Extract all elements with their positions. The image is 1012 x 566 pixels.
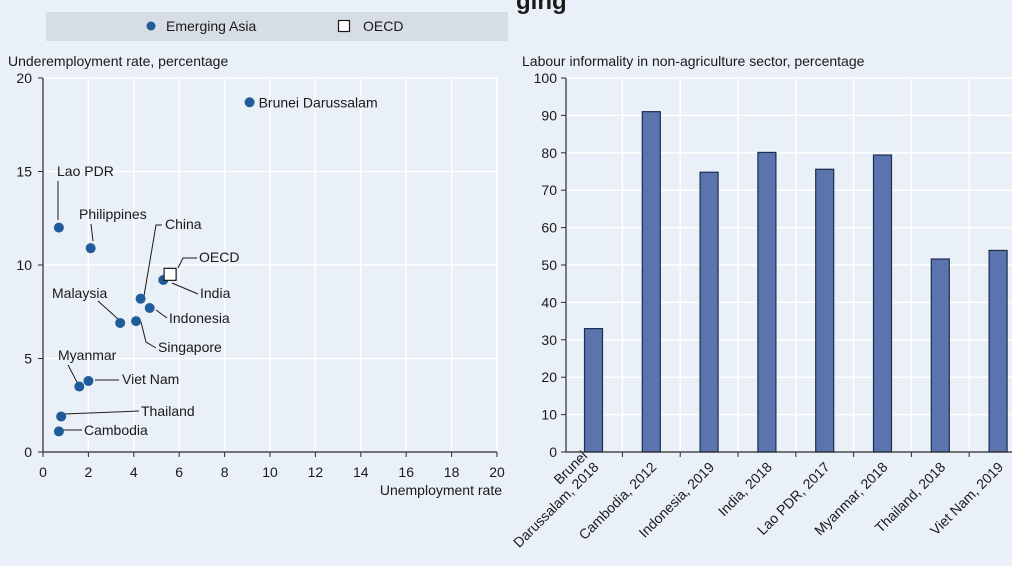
bar-indonesia-2019 — [699, 171, 719, 453]
legend-marker-emerging-asia — [146, 21, 156, 31]
scatter-point-china — [135, 293, 146, 304]
scatter-tick-labels: 0 2 4 6 8 10 12 14 16 18 20 0 5 10 15 20 — [16, 70, 505, 480]
scatter-point-lao-pdr — [53, 222, 64, 233]
scatter-point-label-india: India — [200, 285, 231, 301]
scatter-leader-lines — [57, 181, 199, 431]
scatter-x-tick-label-10: 10 — [262, 464, 278, 480]
scatter-leader-india — [171, 282, 199, 295]
bar-thailand-2018 — [930, 258, 950, 453]
scatter-leader-indonesia — [155, 309, 168, 319]
scatter-leader-philippines — [90, 223, 94, 242]
scatter-points — [53, 97, 255, 437]
bar-axes — [561, 77, 1012, 457]
bar-series — [583, 111, 1008, 453]
scatter-chart: Underemployment rate, percentage 0 2 4 6 8 10… — [8, 53, 505, 498]
scatter-point-philippines — [85, 243, 96, 254]
scatter-point-label-cambodia: Cambodia — [84, 422, 148, 438]
scatter-point-myanmar — [74, 381, 85, 392]
bar-chart: Labour informality in non-agriculture se… — [510, 53, 1012, 550]
scatter-point-label-oecd: OECD — [199, 249, 239, 265]
scatter-x-tick-label-18: 18 — [444, 464, 460, 480]
scatter-x-tick-label-12: 12 — [308, 464, 324, 480]
bar-y-tick-label-70: 70 — [541, 182, 557, 198]
scatter-point-label-brunei-darussalam: Brunei Darussalam — [259, 94, 378, 110]
bar-y-tick-label-50: 50 — [541, 257, 557, 273]
scatter-leader-china — [143, 224, 162, 297]
legend: Emerging Asia OECD — [46, 12, 508, 41]
scatter-gridlines — [43, 77, 498, 452]
bar-y-tick-label-10: 10 — [541, 407, 557, 423]
bar-india-2018 — [757, 151, 777, 453]
legend-label-oecd: OECD — [363, 18, 403, 34]
scatter-point-malaysia — [115, 317, 126, 328]
scatter-x-tick-label-4: 4 — [130, 464, 138, 480]
scatter-x-tick-label-20: 20 — [489, 464, 505, 480]
bar-lao-pdr-2017 — [815, 168, 835, 453]
scatter-y-tick-label-0: 0 — [24, 444, 32, 460]
scatter-point-thailand — [56, 411, 67, 422]
scatter-leader-thailand — [63, 410, 140, 415]
scatter-x-tick-label-6: 6 — [175, 464, 183, 480]
scatter-x-tick-label-8: 8 — [221, 464, 229, 480]
bar-y-tick-label-100: 100 — [534, 70, 558, 86]
scatter-y-tick-label-15: 15 — [16, 164, 32, 180]
bar-y-tick-label-90: 90 — [541, 107, 557, 123]
scatter-leader-oecd — [177, 257, 197, 269]
bar-y-tick-label-60: 60 — [541, 220, 557, 236]
scatter-x-tick-label-0: 0 — [39, 464, 47, 480]
scatter-y-tick-label-5: 5 — [24, 351, 32, 367]
scatter-point-singapore — [131, 316, 142, 327]
bar-y-tick-label-30: 30 — [541, 332, 557, 348]
scatter-point-cambodia — [53, 426, 64, 437]
scatter-leader-malaysia — [97, 300, 119, 320]
legend-box — [46, 12, 508, 41]
scatter-leader-myanmar — [67, 364, 79, 385]
scatter-x-axis-title: Unemployment rate — [380, 482, 502, 498]
bar-viet-nam-2019 — [988, 249, 1008, 453]
scatter-point-viet-nam — [83, 375, 94, 386]
bar-y-tick-label-80: 80 — [541, 145, 557, 161]
scatter-point-label-myanmar: Myanmar — [58, 347, 117, 363]
bar-y-axis-title: Labour informality in non-agriculture se… — [522, 53, 865, 69]
scatter-point-labels: Brunei Darussalam Lao PDR Philippines China… — [52, 94, 378, 438]
scatter-point-label-thailand: Thailand — [141, 403, 195, 419]
bar-cambodia-2012 — [641, 111, 661, 453]
scatter-x-tick-label-14: 14 — [353, 464, 369, 480]
scatter-point-label-indonesia: Indonesia — [169, 310, 230, 326]
bar-y-tick-label-20: 20 — [541, 369, 557, 385]
scatter-point-label-philippines: Philippines — [79, 206, 147, 222]
scatter-x-tick-label-2: 2 — [85, 464, 93, 480]
bar-myanmar-2018 — [872, 154, 893, 453]
bar-y-tick-label-0: 0 — [549, 444, 557, 460]
scatter-y-tick-label-20: 20 — [16, 70, 32, 86]
scatter-point-oecd — [163, 267, 177, 281]
scatter-point-label-china: China — [165, 216, 202, 232]
scatter-y-axis-title: Underemployment rate, percentage — [8, 53, 228, 69]
scatter-y-tick-label-10: 10 — [16, 257, 32, 273]
bar-tick-labels: 0 10 20 30 40 50 60 70 80 90 100 — [534, 70, 558, 460]
scatter-point-label-singapore: Singapore — [158, 339, 222, 355]
bar-category-label-line: India, 2018 — [715, 459, 775, 519]
figure-title-fragment: ging — [516, 0, 567, 15]
scatter-point-label-viet-nam: Viet Nam — [122, 371, 179, 387]
scatter-point-label-lao-pdr: Lao PDR — [57, 163, 114, 179]
legend-marker-oecd — [337, 19, 351, 33]
scatter-leader-singapore — [140, 321, 157, 349]
legend-label-emerging-asia: Emerging Asia — [166, 18, 256, 34]
bar-category-label-india-2018: India, 2018 — [715, 459, 775, 519]
scatter-x-tick-label-16: 16 — [398, 464, 414, 480]
scatter-axes — [38, 77, 498, 457]
scatter-point-label-malaysia: Malaysia — [52, 285, 107, 301]
scatter-point-brunei-darussalam — [244, 97, 255, 108]
scatter-point-indonesia — [144, 303, 155, 314]
bar-y-tick-label-40: 40 — [541, 294, 557, 310]
bar-brunei-darussalam-2018 — [583, 327, 604, 453]
